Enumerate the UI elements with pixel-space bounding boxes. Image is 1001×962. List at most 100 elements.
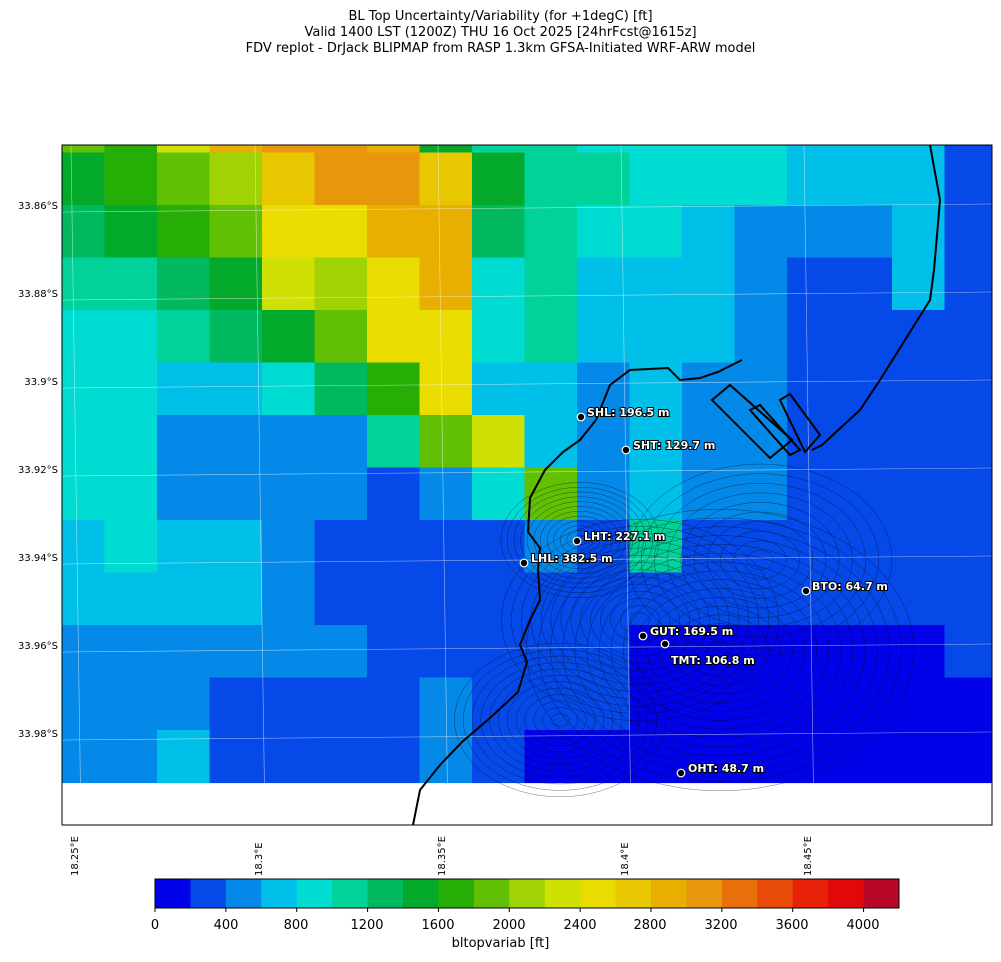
field-cell <box>944 572 992 626</box>
field-cell <box>104 415 158 469</box>
field-cell <box>157 467 211 521</box>
field-cell <box>62 152 106 206</box>
colorbar-tick-label: 3200 <box>704 918 738 933</box>
field-cell <box>262 677 316 731</box>
field-cell <box>104 520 158 574</box>
field-cell <box>419 362 473 416</box>
field-cell <box>157 362 211 416</box>
station-dot <box>638 631 648 641</box>
field-cell <box>367 362 421 416</box>
field-cell <box>787 310 841 364</box>
field-cell <box>104 205 158 259</box>
field-cell <box>104 572 158 626</box>
field-cell <box>262 310 316 364</box>
field-cell <box>314 362 368 416</box>
graticule-lon-line <box>70 144 82 826</box>
field-cell <box>62 677 106 731</box>
colorbar-swatch <box>190 879 227 908</box>
terrain-contour-line <box>598 561 842 739</box>
field-cell <box>787 362 841 416</box>
lat-label: 33.88°S <box>18 289 58 300</box>
field-cell <box>892 257 946 311</box>
terrain-contour-line <box>513 491 647 589</box>
station-label: OHT: 48.7 m <box>688 762 764 775</box>
field-cell <box>839 205 893 259</box>
station-dot <box>572 536 582 546</box>
field-cell <box>157 257 211 311</box>
field-cell <box>524 362 578 416</box>
colorbar-swatch <box>403 879 439 908</box>
field-cell <box>944 520 992 574</box>
terrain-contour-line <box>560 562 720 678</box>
field-cell <box>472 152 526 206</box>
field-cell <box>577 520 631 574</box>
field-cell <box>104 257 158 311</box>
station-dot <box>621 445 631 455</box>
field-cell <box>62 520 106 574</box>
field-cell <box>62 257 106 311</box>
field-cell <box>62 415 106 469</box>
colorbar-tick-label: 1600 <box>421 918 455 933</box>
field-cell <box>209 677 263 731</box>
field-cell <box>209 310 263 364</box>
terrain-contour-line <box>524 694 596 746</box>
lon-label: 18.4°E <box>620 842 631 876</box>
field-cell <box>367 145 421 154</box>
terrain-contour-line <box>635 588 805 712</box>
field-cell <box>367 572 421 626</box>
field-cell <box>944 152 992 206</box>
field-cell <box>157 730 211 784</box>
field-cell <box>577 145 631 154</box>
field-cell <box>944 257 992 311</box>
graticule-lat-line <box>61 291 993 301</box>
field-cell <box>734 310 788 364</box>
terrain-contour-line <box>654 482 866 638</box>
terrain-contour-line <box>489 668 631 772</box>
field-cell <box>262 467 316 521</box>
terrain-contour-line <box>507 486 653 594</box>
field-cell <box>682 310 736 364</box>
terrain-contour-line <box>542 706 578 734</box>
lon-label: 18.3°E <box>254 842 265 876</box>
field-cell <box>262 520 316 574</box>
field-cell <box>577 677 631 731</box>
terrain-contour-line <box>454 642 666 798</box>
terrain-contour-line <box>515 687 605 753</box>
field-cell <box>629 257 683 311</box>
field-cell <box>629 205 683 259</box>
field-cell <box>734 730 788 784</box>
graticule-lat-line <box>61 467 993 477</box>
terrain-contour-line <box>671 614 769 686</box>
field-cell <box>367 677 421 731</box>
field-cell <box>524 415 578 469</box>
field-cell <box>944 625 992 679</box>
field-cell <box>577 362 631 416</box>
field-cell <box>157 205 211 259</box>
graticule-lon-line <box>803 144 815 826</box>
field-cell <box>472 257 526 311</box>
field-cell <box>629 152 683 206</box>
field-cell <box>62 730 106 784</box>
station-dot <box>519 558 529 568</box>
field-cell <box>892 520 946 574</box>
field-cell <box>524 467 578 521</box>
field-cell <box>314 520 368 574</box>
field-cell <box>104 310 158 364</box>
terrain-contour-line <box>586 552 854 748</box>
colorbar-tick-label: 800 <box>283 918 309 933</box>
field-cell <box>367 730 421 784</box>
terrain-contour-line <box>622 579 818 721</box>
field-cell <box>314 205 368 259</box>
field-cell <box>419 415 473 469</box>
field-raster <box>62 145 992 784</box>
colorbar-swatch <box>544 879 581 908</box>
map-title-line-2: Valid 1400 LST (1200Z) THU 16 Oct 2025 [… <box>304 25 697 40</box>
field-cell <box>787 257 841 311</box>
field-cell <box>524 205 578 259</box>
field-cell <box>629 572 683 626</box>
colorbar-swatch <box>580 879 617 908</box>
terrain-contour-line <box>695 632 745 668</box>
colorbar-tick-label: 1200 <box>350 918 384 933</box>
colorbar <box>154 878 900 912</box>
terrain-contour-line <box>498 674 622 766</box>
